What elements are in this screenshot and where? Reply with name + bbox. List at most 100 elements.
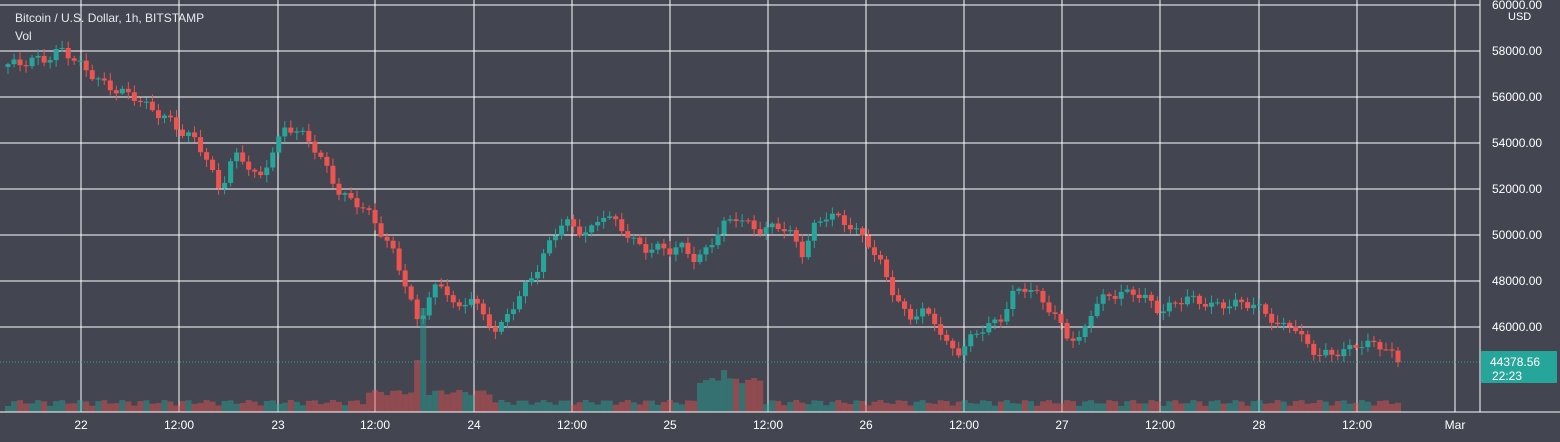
candle-body <box>835 213 841 216</box>
candle-body <box>1184 296 1190 305</box>
candle <box>5 62 11 75</box>
volume-bar <box>323 402 330 412</box>
candle <box>1214 298 1220 306</box>
candle-body <box>1371 340 1377 343</box>
candle <box>1178 297 1184 312</box>
candle <box>1275 315 1281 328</box>
volume-bar <box>305 400 312 412</box>
candle-body <box>601 217 607 222</box>
candle <box>492 320 498 340</box>
time-tick-label: 12:00 <box>753 418 783 432</box>
candle-body <box>462 304 468 307</box>
volume-bar <box>636 404 643 412</box>
candle <box>673 241 679 262</box>
candle-body <box>547 240 553 254</box>
volume-bars <box>5 308 1401 412</box>
candle-body <box>721 220 727 235</box>
candle-body <box>186 132 192 136</box>
volume-bar <box>1154 401 1161 412</box>
volume-bar <box>23 403 30 412</box>
volume-bar <box>1076 405 1083 412</box>
volume-bar <box>1003 400 1010 412</box>
candle-body <box>793 230 799 242</box>
candle-body <box>41 55 47 63</box>
symbol-title[interactable]: Bitcoin / U.S. Dollar, 1h, BITSTAMP <box>15 11 205 25</box>
candle <box>829 207 835 227</box>
volume-bar <box>624 400 631 412</box>
volume-bar <box>1262 403 1269 412</box>
candle-body <box>697 254 703 263</box>
volume-bar <box>155 403 162 412</box>
candle <box>1269 308 1275 331</box>
candle-body <box>1269 313 1275 323</box>
volume-bar <box>925 402 932 412</box>
volume-bar <box>233 403 240 412</box>
candle <box>625 223 631 243</box>
candle <box>468 292 474 308</box>
candle <box>679 241 685 253</box>
time-tick-label: 24 <box>467 418 481 432</box>
volume-bar <box>1364 401 1371 412</box>
candle-body <box>685 242 691 254</box>
candle <box>811 219 817 248</box>
candlestick-series[interactable] <box>5 40 1401 368</box>
candle <box>661 238 667 256</box>
candle <box>865 229 871 249</box>
candle <box>763 221 769 241</box>
candle <box>131 85 137 106</box>
candle-body <box>1233 299 1239 307</box>
price-tick-label: 46000.00 <box>1492 320 1542 334</box>
candle <box>541 249 547 279</box>
time-scale[interactable]: 22 12:00 23 12:00 24 12:00 25 12:00 26 12:00 27 12:… <box>74 418 1465 432</box>
candle-body <box>210 159 216 171</box>
candle-body <box>938 324 944 335</box>
volume-bar <box>347 400 354 412</box>
candle-body <box>252 169 258 172</box>
candle-body <box>1227 306 1233 309</box>
price-tick-label: 58000.00 <box>1492 44 1542 58</box>
candle-body <box>408 286 414 300</box>
candle-body <box>498 322 504 332</box>
volume-bar <box>823 405 830 412</box>
candle-body <box>1154 300 1160 314</box>
candle <box>944 329 950 345</box>
candle <box>228 158 234 187</box>
candle <box>1245 297 1251 312</box>
volume-bar <box>684 400 691 412</box>
candle <box>1052 305 1058 320</box>
volume-bar <box>420 308 427 412</box>
volume-bar <box>757 380 764 412</box>
volume-bar <box>751 378 758 412</box>
volume-label[interactable]: Vol <box>15 29 32 43</box>
volume-bar <box>161 400 168 412</box>
candle <box>1239 296 1245 310</box>
candle-body <box>1299 331 1305 335</box>
candle-body <box>288 127 294 133</box>
volume-bar <box>799 402 806 412</box>
volume-bar <box>1033 405 1040 412</box>
candle-body <box>649 249 655 253</box>
candle-body <box>149 101 155 111</box>
volume-bar <box>1100 403 1107 412</box>
candle <box>583 226 589 243</box>
volume-bar <box>901 400 908 412</box>
volume-bar <box>143 400 150 412</box>
candle <box>222 176 228 195</box>
candle <box>336 177 342 201</box>
candle <box>1136 288 1142 303</box>
volume-bar <box>1094 403 1101 412</box>
chart-legend[interactable]: Bitcoin / U.S. Dollar, 1h, BITSTAMP Vol <box>15 9 204 45</box>
candle <box>1076 330 1082 345</box>
price-tick-label: 60000.00 <box>1492 0 1542 12</box>
volume-bar <box>570 404 577 412</box>
candle-body <box>962 346 968 356</box>
volume-bar <box>516 400 523 412</box>
candle-body <box>643 244 649 253</box>
candle-body <box>480 303 486 315</box>
price-scale[interactable]: 60000.00 58000.00 56000.00 54000.00 52000.00… <box>1492 0 1542 334</box>
candle-body <box>817 221 823 223</box>
candle-body <box>1148 294 1154 301</box>
candle-body <box>1016 288 1022 291</box>
